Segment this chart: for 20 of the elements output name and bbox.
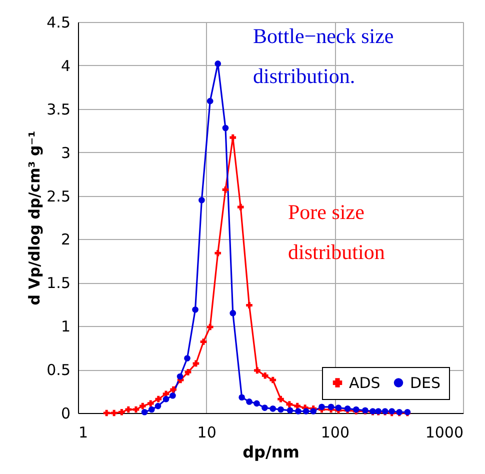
y-tick-label: 3 [60, 144, 70, 162]
y-tick-label: 2 [60, 230, 70, 249]
y-tick-label: 4.5 [46, 14, 70, 32]
x-tick-label: 100 [320, 424, 350, 442]
y-tick-label: 1.5 [46, 274, 70, 292]
legend-label: DES [410, 374, 441, 392]
x-tick-label: 1000 [425, 424, 464, 442]
y-tick-label: 3.5 [46, 100, 70, 118]
y-tick-label: 0.5 [46, 361, 70, 380]
x-tick-label: 1 [78, 424, 88, 442]
y-tick-label: 0 [60, 404, 70, 422]
y-tick-label: 1 [60, 318, 70, 336]
y-tick-label: 2.5 [46, 187, 70, 206]
annotation: Bottle−neck size distribution. [253, 24, 394, 88]
annotation: Pore size distribution [288, 200, 386, 264]
legend-label: ADS [349, 374, 380, 392]
y-axis-title: d Vp/dlog dp/cm³ g⁻¹ [26, 130, 44, 306]
x-axis-title: dp/nm [242, 442, 300, 462]
x-tick-label: 10 [197, 424, 216, 442]
y-tick-label: 4 [60, 56, 70, 75]
